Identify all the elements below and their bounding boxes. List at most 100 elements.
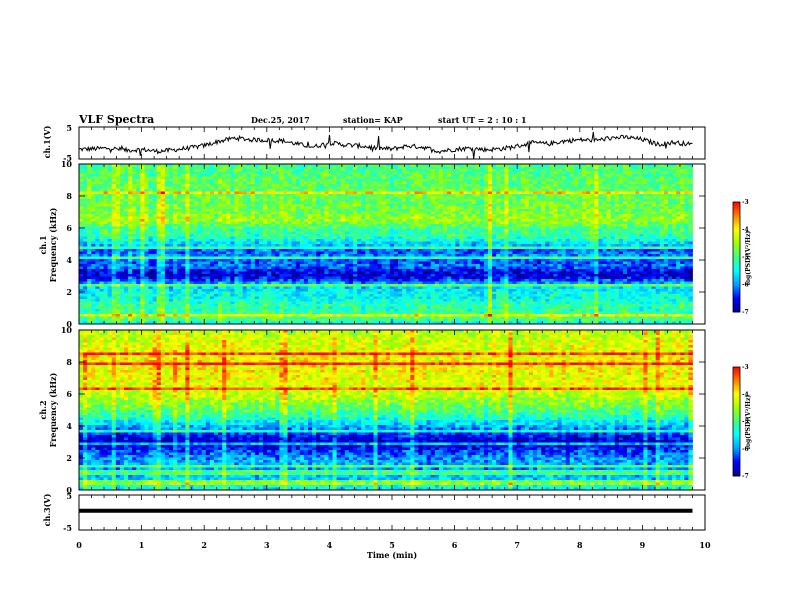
ch1-spectrogram-cell (398, 164, 403, 167)
ch1-spectrogram-cell (287, 166, 293, 170)
ch1-spectrogram-cell (336, 239, 342, 242)
ch1-spectrogram-cell (365, 219, 370, 222)
ch1-spectrogram-cell (254, 244, 260, 247)
ch1-spectrogram-cell (639, 191, 644, 195)
ch1-spectrogram-cell (83, 201, 88, 205)
ch1-spectrogram-cell (479, 196, 485, 200)
ch1-spectrogram-cell (430, 209, 436, 212)
ch1-spectrogram-cell (353, 174, 358, 177)
ch1-spectrogram-cell (532, 241, 538, 245)
ch1-spectrogram-cell (688, 214, 693, 217)
ch1-spectrogram-cell (332, 221, 338, 225)
ch1-spectrogram-cell (631, 176, 636, 180)
ch1-spectrogram-cell (590, 184, 595, 187)
ch1-spectrogram-cell (136, 221, 141, 225)
ch1-spectrogram-cell (99, 176, 104, 180)
ch1-spectrogram-cell (688, 229, 693, 232)
ch1-spectrogram-cell (254, 241, 260, 245)
ch1-spectrogram-cell (185, 226, 190, 230)
ch1-spectrogram-cell (181, 219, 186, 222)
ch1-spectrogram-cell (496, 209, 501, 212)
ch1-spectrogram-cell (635, 164, 640, 167)
ch1-spectrogram-cell (561, 164, 567, 167)
ch1-spectrogram-cell (631, 204, 636, 207)
ch1-spectrogram-cell (471, 169, 477, 172)
ch1-spectrogram-cell (680, 219, 685, 222)
ch1-spectrogram-cell (348, 229, 354, 232)
ch1-spectrogram-cell (455, 209, 460, 212)
ch1-spectrogram-cell (91, 184, 96, 187)
ch1-spectrogram-cell (492, 219, 497, 222)
ch1-spectrogram-cell (659, 196, 665, 200)
ch1-spectrogram-cell (631, 224, 636, 227)
ch1-spectrogram-cell (622, 241, 628, 245)
ch1-spectrogram-cell (520, 184, 526, 187)
ch1-spectrogram-cell (672, 179, 677, 182)
ch1-spectrogram-cell (140, 189, 145, 192)
ch1-spectrogram-cell (537, 211, 542, 215)
ch1-spectrogram-cell (234, 209, 239, 212)
ch1-spectrogram-cell (643, 206, 648, 210)
ch1-spectrogram-cell (520, 224, 526, 227)
ch1-spectrogram-cell (500, 214, 505, 217)
ch1-spectrogram-cell (140, 234, 145, 237)
ch1-spectrogram-cell (447, 174, 452, 177)
ch1-spectrogram-cell (320, 209, 325, 212)
ch1-spectrogram-cell (684, 191, 689, 195)
ch1-spectrogram-cell (561, 234, 567, 237)
ch1-spectrogram-cell (226, 206, 231, 210)
ch1-spectrogram-cell (201, 234, 207, 237)
ch1-spectrogram-cell (246, 214, 252, 217)
ch1-spectrogram-cell (496, 196, 501, 200)
ch1-spectrogram-cell (402, 224, 407, 227)
ch1-spectrogram-cell (348, 176, 354, 180)
ch1-spectrogram-cell (144, 226, 149, 230)
ch1-spectrogram-cell (483, 189, 489, 192)
ch1-spectrogram-cell (181, 199, 186, 202)
ch1-spectrogram-cell (324, 229, 329, 232)
ch1-spectrogram-cell (451, 239, 456, 242)
ch1-spectrogram-cell (667, 181, 673, 185)
ch1-spectrogram-cell (381, 219, 387, 222)
ch1-spectrogram-cell (672, 171, 677, 175)
ch1-spectrogram-cell (573, 236, 579, 240)
ch1-spectrogram-cell (610, 179, 616, 182)
ch1-spectrogram-cell (291, 204, 297, 207)
ch1-spectrogram-cell (201, 214, 207, 217)
ch1-spectrogram-cell (492, 234, 497, 237)
ch1-spectrogram-cell (299, 169, 305, 172)
ch1-spectrogram-cell (688, 241, 693, 245)
ch1-spectrogram-cell (528, 204, 534, 207)
ch1-spectrogram-cell (201, 244, 207, 247)
ch1-spectrogram-cell (610, 196, 616, 200)
ch1-spectrogram-cell (353, 239, 358, 242)
ch1-spectrogram-cell (508, 231, 513, 235)
ch1-spectrogram-cell (369, 166, 374, 170)
ch1-spectrogram-cell (537, 189, 542, 192)
ch1-spectrogram-cell (688, 166, 693, 170)
ch1-spectrogram-cell (565, 189, 571, 192)
ch1-spectrogram-cell (569, 184, 575, 187)
ch1-spectrogram-cell (393, 244, 399, 247)
ch1-spectrogram-cell (451, 174, 456, 177)
ch1-spectrogram-cell (545, 184, 550, 187)
ch1-spectrogram-cell (177, 169, 182, 172)
ch1-spectrogram-cell (168, 176, 174, 180)
ch1-spectrogram-cell (254, 174, 260, 177)
ch1-spectrogram-cell (299, 244, 305, 247)
ch1-spectrogram-cell (496, 164, 501, 167)
ch1-spectrogram-cell (320, 221, 325, 225)
ch1-spectrogram-cell (336, 186, 342, 190)
ch1-spectrogram-cell (561, 169, 567, 172)
ch1-spectrogram-cell (528, 214, 534, 217)
ch1-spectrogram-cell (667, 216, 673, 220)
ch1-spectrogram-cell (573, 176, 579, 180)
ch1-spectrogram-cell (447, 214, 452, 217)
ch1-spectrogram-cell (594, 206, 599, 210)
ch1-spectrogram-cell (83, 169, 88, 172)
ch1-spectrogram-cell (443, 204, 448, 207)
ch1-spectrogram-cell (267, 174, 272, 177)
ch1-spectrogram-cell (283, 241, 288, 245)
ch1-spectrogram-cell (545, 234, 550, 237)
ch1-spectrogram-cell (369, 204, 374, 207)
